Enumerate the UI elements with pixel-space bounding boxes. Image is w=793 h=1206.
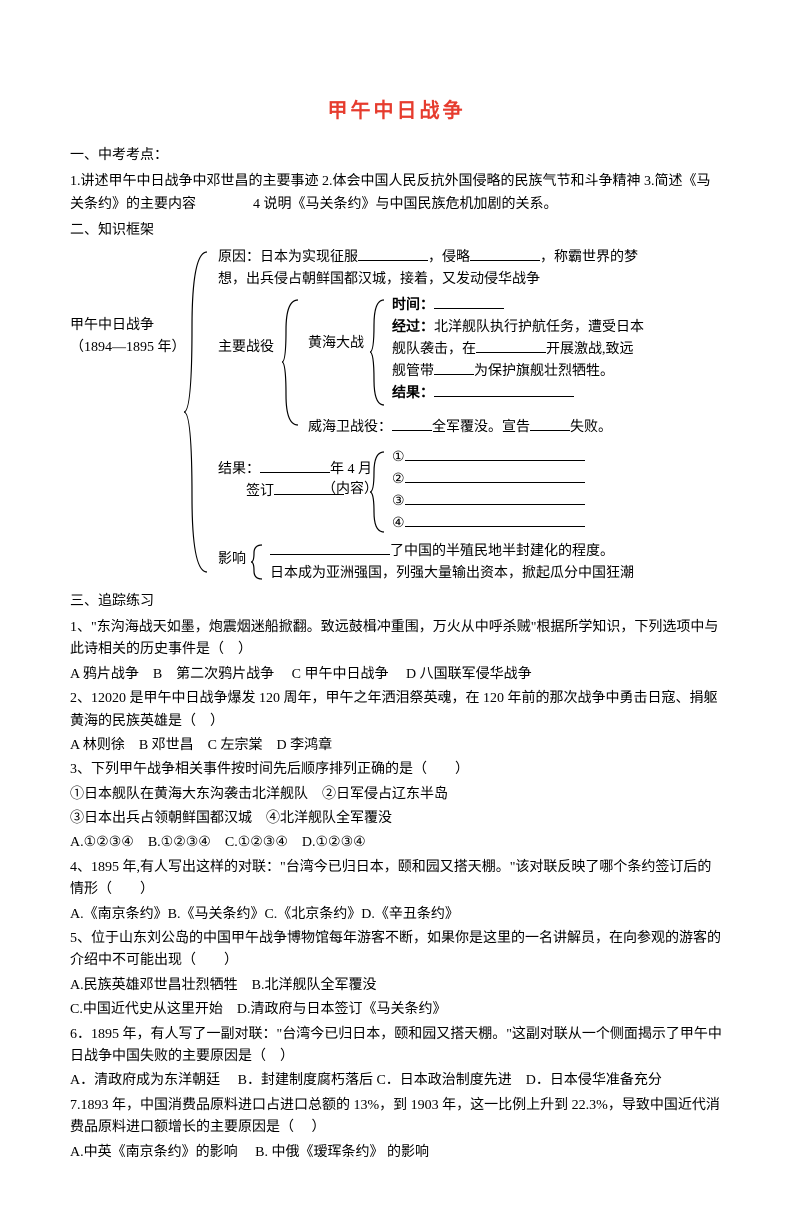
cause-line2: 想，出兵侵占朝鲜国都汉城，接着，又发动侵华战争 [218, 269, 540, 291]
c3-line: ③ [392, 491, 585, 513]
war-label1: 甲午中日战争 [70, 315, 154, 337]
cause1: 原因：日本为实现征服 [218, 250, 358, 265]
c4: ④ [392, 516, 405, 531]
q7a: 7.1893 年，中国消费品原料进口占进口总额的 13%，到 1903 年，这一… [70, 1095, 723, 1140]
pass4: 舰管带 [392, 364, 434, 379]
q2a: 2、12020 是甲午中日战争爆发 120 周年，甲午之年洒泪祭英魂，在 120… [70, 688, 723, 733]
brace-battles [280, 295, 302, 430]
q6b: A．清政府成为东洋朝廷 B．封建制度腐朽落后 C．日本政治制度先进 D．日本侵华… [70, 1070, 723, 1092]
result-label: 结果： [392, 386, 434, 401]
pass5: 为保护旗舰壮烈牺牲。 [474, 364, 614, 379]
pass3: 开展激战,致远 [546, 342, 634, 357]
cause-line1: 原因：日本为实现征服 ，侵略 ，称霸世界的梦 [218, 247, 638, 269]
imp-line1: 了中国的半殖民地半封建化的程度。 [270, 541, 720, 563]
knowledge-diagram: 甲午中日战争 （1894—1895 年） 原因：日本为实现征服 ，侵略 ，称霸世界的… [70, 247, 723, 587]
q3b: ①日本舰队在黄海大东沟袭击北洋舰队 ②日军侵占辽东半岛 [70, 784, 723, 806]
q7b: A.中英《南京条约》的影响 B. 中俄《瑷珲条约》 的影响 [70, 1142, 723, 1164]
section3-head: 三、追踪练习 [70, 591, 723, 613]
imp-line2: 日本成为亚洲强国，列强大量输出资本，掀起瓜分中国狂潮 [270, 563, 720, 585]
time-label: 时间： [392, 298, 434, 313]
c3: ③ [392, 494, 405, 509]
pass2: 舰队袭击，在 [392, 342, 476, 357]
res1: 结果： [218, 462, 260, 477]
whw3: 失败。 [570, 420, 612, 435]
q1b: A 鸦片战争 B 第二次鸦片战争 C 甲午中日战争 D 八国联军侵华战争 [70, 664, 723, 686]
page-title: 甲午中日战争 [70, 95, 723, 127]
content-label: （内容） [322, 479, 378, 501]
q4a: 4、1895 年,有人写出这样的对联："台湾今已归日本，颐和园又搭天棚。"该对联… [70, 857, 723, 902]
cause2: ，侵略 [428, 250, 470, 265]
brace-main [182, 247, 212, 577]
c4-line: ④ [392, 513, 585, 535]
cause3: ，称霸世界的梦 [540, 250, 638, 265]
sign: 签订 [246, 484, 274, 499]
brace-hh [368, 295, 388, 410]
q1a: 1、"东沟海战天如墨，炮震烟迷船掀翻。致远鼓楫冲重围，万火从中呼杀贼"根据所学知… [70, 617, 723, 662]
s1-l1b: 4 说明《马关条约》与中国民族危机加剧的关系。 [253, 197, 558, 212]
whw-line: 威海卫战役： 全军覆没。宣告 失败。 [308, 417, 728, 439]
whw2: 全军覆没。宣告 [432, 420, 530, 435]
s1-line: 1.讲述甲午中日战争中邓世昌的主要事迹 2.体会中国人民反抗外国侵略的民族气节和… [70, 171, 723, 216]
pass-line1: 经过：北洋舰队执行护航任务，遭受日本 [392, 317, 732, 339]
impact-label: 影响 [218, 549, 246, 571]
section1-head: 一、中考考点： [70, 145, 723, 167]
pass-line3: 舰管带 为保护旗舰壮烈牺牲。 [392, 361, 732, 383]
imp1: 了中国的半殖民地半封建化的程度。 [390, 544, 614, 559]
res2: 年 4 月 [330, 462, 372, 477]
c2-line: ② [392, 469, 585, 491]
whw1: 威海卫战役： [308, 420, 392, 435]
c1: ① [392, 450, 405, 465]
q3a: 3、下列甲午战争相关事件按时间先后顺序排列正确的是（ ） [70, 759, 723, 781]
q3d: A.①②③④ B.①②③④ C.①②③④ D.①②③④ [70, 832, 723, 854]
q3c: ③日本出兵占领朝鲜国都汉城 ④北洋舰队全军覆没 [70, 808, 723, 830]
time-line: 时间： [392, 295, 504, 317]
war-label2: （1894—1895 年） [70, 337, 186, 359]
q4b: A.《南京条约》B.《马关条约》C.《北京条约》D.《辛丑条约》 [70, 904, 723, 926]
q2b: A 林则徐 B 邓世昌 C 左宗棠 D 李鸿章 [70, 735, 723, 757]
c2: ② [392, 472, 405, 487]
section2-head: 二、知识框架 [70, 220, 723, 242]
q5b: A.民族英雄邓世昌壮烈牺牲 B.北洋舰队全军覆没 [70, 975, 723, 997]
battles-label: 主要战役 [218, 337, 274, 359]
hh-label: 黄海大战 [308, 333, 364, 355]
q6a: 6．1895 年，有人写了一副对联："台湾今已归日本，颐和园又搭天棚。"这副对联… [70, 1024, 723, 1069]
brace-impact [250, 541, 266, 583]
q5c: C.中国近代史从这里开始 D.清政府与日本签订《马关条约》 [70, 999, 723, 1021]
c1-line: ① [392, 447, 585, 469]
result-line: 结果： [392, 383, 574, 405]
pass-line2: 舰队袭击，在 开展激战,致远 [392, 339, 732, 361]
q5a: 5、位于山东刘公岛的中国甲午战争博物馆每年游客不断，如果你是这里的一名讲解员，在… [70, 928, 723, 973]
pass1t: 北洋舰队执行护航任务，遭受日本 [434, 320, 644, 335]
